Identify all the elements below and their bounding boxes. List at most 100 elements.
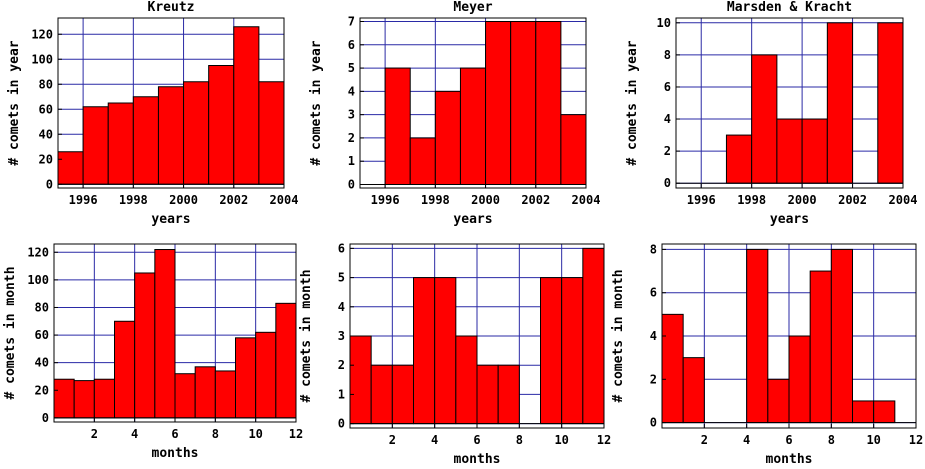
y-axis-label: # comets in month bbox=[299, 269, 314, 402]
x-tick-label: 10 bbox=[248, 427, 262, 441]
x-axis-label: months bbox=[454, 452, 501, 467]
panel-meyer-years: 1996 1998 2000 2002 2004 0 1 2 3 4 5 6 7 Meyer years # … bbox=[309, 0, 600, 227]
x-tick-label: 1998 bbox=[119, 193, 148, 207]
histogram-bar bbox=[82, 106, 109, 185]
histogram-bar bbox=[413, 277, 436, 425]
y-tick-label: 6 bbox=[338, 241, 345, 255]
histogram-bar bbox=[751, 54, 778, 184]
x-tick-label: 2002 bbox=[838, 193, 867, 207]
histogram-bar bbox=[258, 81, 285, 185]
histogram-bar bbox=[114, 320, 136, 419]
y-axis-label: # comets in month bbox=[611, 269, 626, 402]
histogram-bar bbox=[788, 335, 811, 424]
y-tick-label: 0 bbox=[664, 176, 671, 190]
panel-marsden-kracht-months: 2 4 6 8 10 12 0 2 4 6 8 months # comets in month bbox=[611, 242, 923, 467]
y-tick-label: 0 bbox=[42, 411, 49, 425]
histogram-bar bbox=[154, 249, 176, 419]
y-tick-label: 20 bbox=[39, 152, 53, 166]
y-tick-label: 80 bbox=[35, 300, 49, 314]
histogram-bar bbox=[157, 86, 185, 185]
histogram-bar bbox=[409, 137, 436, 186]
y-tick-label: 3 bbox=[338, 329, 345, 343]
histogram-bar bbox=[510, 20, 537, 186]
x-tick-label: 6 bbox=[473, 433, 480, 447]
y-axis-label: # comets in month bbox=[3, 266, 18, 399]
y-tick-label: 2 bbox=[650, 372, 657, 386]
plot-frame bbox=[359, 17, 587, 189]
histogram-bar bbox=[826, 22, 854, 184]
histogram-bar bbox=[384, 67, 411, 186]
y-axis-label: # comets in year bbox=[625, 40, 640, 165]
histogram-bar bbox=[830, 248, 853, 424]
y-tick-label: 8 bbox=[664, 48, 671, 62]
y-tick-label: 7 bbox=[348, 14, 355, 28]
histogram-bar bbox=[535, 20, 562, 186]
histogram-bar bbox=[746, 248, 769, 424]
histogram-bar bbox=[582, 247, 605, 425]
y-tick-label: 4 bbox=[338, 300, 345, 314]
histogram-bar bbox=[485, 20, 512, 186]
x-tick-label: 2 bbox=[389, 433, 396, 447]
x-tick-label: 2004 bbox=[889, 193, 918, 207]
y-tick-label: 100 bbox=[31, 52, 53, 66]
histogram-bar bbox=[93, 378, 116, 419]
plot-frame bbox=[675, 17, 904, 189]
histogram-bar bbox=[852, 400, 875, 424]
x-tick-label: 2000 bbox=[169, 193, 198, 207]
histogram-bar bbox=[194, 366, 216, 419]
histogram-bar bbox=[275, 302, 297, 419]
histogram-bar bbox=[767, 378, 790, 424]
y-tick-label: 2 bbox=[664, 144, 671, 158]
x-tick-label: 10 bbox=[866, 433, 880, 447]
histogram-bar bbox=[873, 400, 896, 424]
x-tick-label: 1998 bbox=[421, 193, 450, 207]
histogram-bar bbox=[214, 370, 236, 419]
y-tick-label: 0 bbox=[348, 178, 355, 192]
histogram-bar bbox=[725, 134, 753, 184]
histogram-bar bbox=[877, 22, 904, 184]
x-tick-label: 2000 bbox=[471, 193, 500, 207]
y-tick-label: 1 bbox=[348, 154, 355, 168]
y-tick-label: 3 bbox=[348, 108, 355, 122]
histogram-bar bbox=[434, 277, 457, 425]
x-tick-label: 1998 bbox=[737, 193, 766, 207]
panel-marsden-kracht-years: 1996 1998 2000 2002 2004 0 2 4 6 8 10 Marsden & Kra… bbox=[625, 0, 917, 227]
histogram-bar bbox=[391, 364, 415, 425]
histogram-bar bbox=[497, 364, 520, 425]
histogram-bar bbox=[255, 331, 277, 419]
x-tick-label: 8 bbox=[516, 433, 523, 447]
x-tick-label: 1996 bbox=[69, 193, 98, 207]
histogram-bar bbox=[434, 90, 461, 186]
y-axis-label: # comets in year bbox=[309, 40, 324, 165]
y-tick-label: 4 bbox=[664, 112, 671, 126]
y-tick-label: 0 bbox=[46, 177, 53, 191]
x-tick-label: 2002 bbox=[219, 193, 248, 207]
y-tick-label: 40 bbox=[35, 356, 49, 370]
x-axis-label: years bbox=[151, 212, 190, 227]
x-tick-label: 10 bbox=[554, 433, 568, 447]
y-tick-label: 4 bbox=[650, 329, 657, 343]
histogram-bar bbox=[476, 364, 499, 425]
histogram-bar bbox=[132, 96, 159, 185]
y-tick-label: 0 bbox=[650, 416, 657, 430]
x-tick-label: 6 bbox=[785, 433, 792, 447]
histogram-bar bbox=[561, 277, 584, 425]
histogram-bar bbox=[370, 364, 393, 425]
histogram-bar bbox=[235, 337, 257, 419]
x-axis-label: years bbox=[770, 212, 809, 227]
y-tick-label: 5 bbox=[338, 271, 345, 285]
x-tick-label: 1996 bbox=[371, 193, 400, 207]
y-tick-label: 100 bbox=[27, 273, 49, 287]
y-tick-label: 5 bbox=[348, 61, 355, 75]
y-tick-label: 120 bbox=[27, 245, 49, 259]
y-tick-label: 60 bbox=[39, 102, 53, 116]
y-tick-label: 20 bbox=[35, 383, 49, 397]
panel-title: Kreutz bbox=[148, 0, 195, 15]
histogram-bar bbox=[809, 270, 832, 424]
x-tick-label: 8 bbox=[212, 427, 219, 441]
x-axis-label: months bbox=[152, 446, 199, 461]
histogram-bar bbox=[73, 380, 95, 419]
x-tick-label: 6 bbox=[171, 427, 178, 441]
histogram-bar bbox=[183, 81, 210, 185]
